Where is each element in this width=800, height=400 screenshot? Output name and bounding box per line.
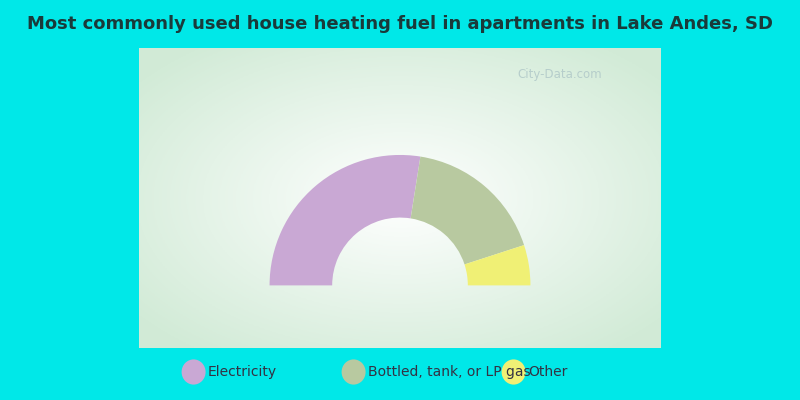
Text: Electricity: Electricity [208,365,277,379]
Text: City-Data.com: City-Data.com [518,68,602,80]
Text: Most commonly used house heating fuel in apartments in Lake Andes, SD: Most commonly used house heating fuel in… [27,15,773,33]
Text: Bottled, tank, or LP gas: Bottled, tank, or LP gas [368,365,530,379]
Wedge shape [270,155,421,285]
Wedge shape [465,245,530,285]
Text: Other: Other [528,365,567,379]
Wedge shape [410,156,524,264]
Ellipse shape [182,359,206,385]
Ellipse shape [502,359,526,385]
Ellipse shape [342,359,366,385]
